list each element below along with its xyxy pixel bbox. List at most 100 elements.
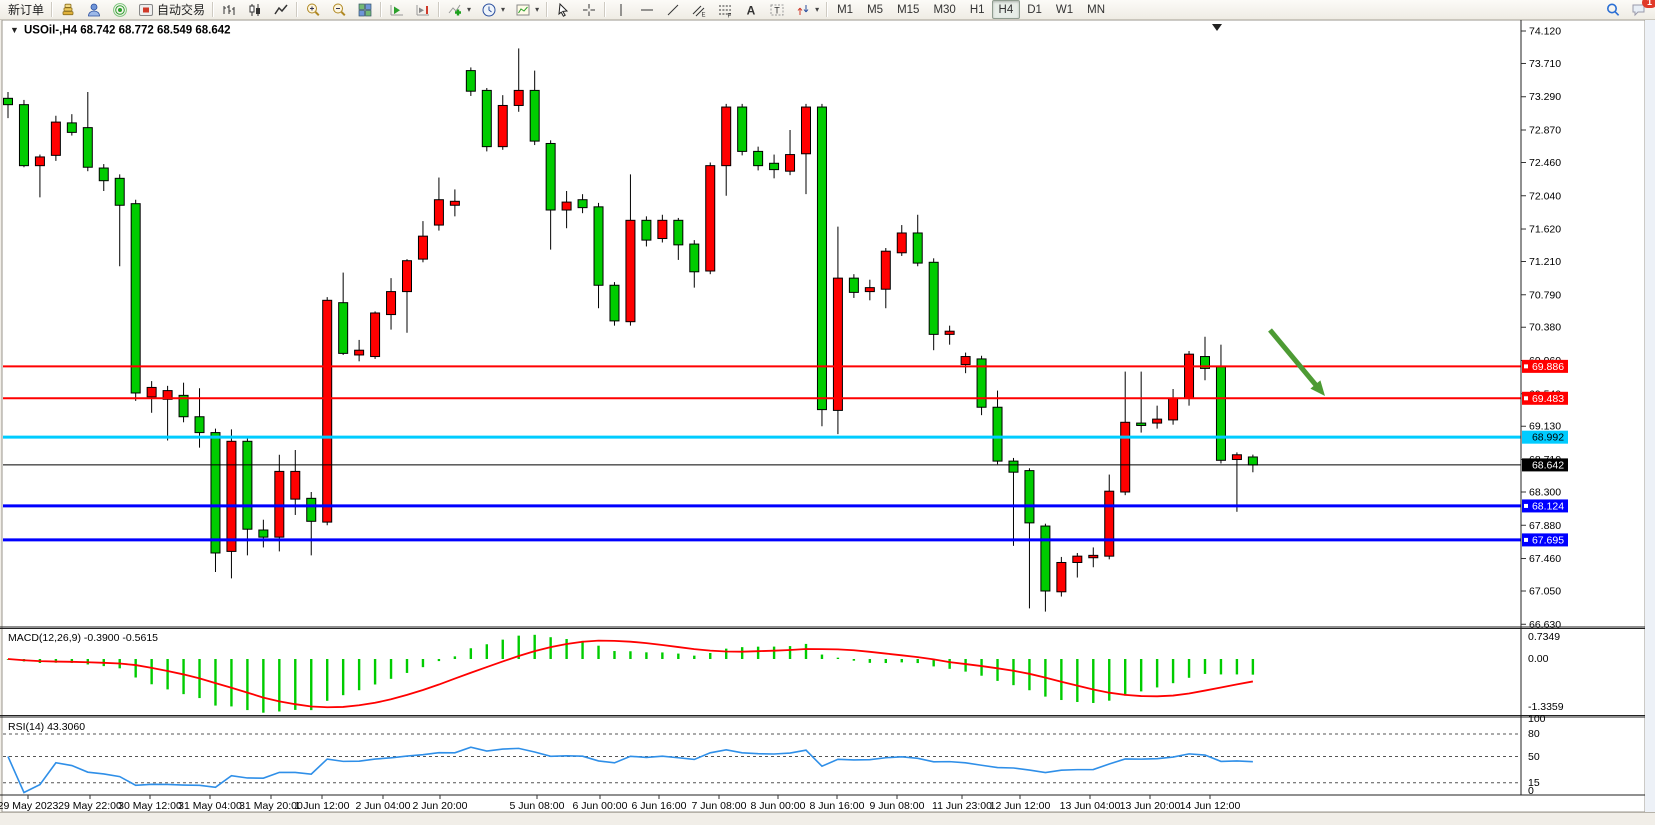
- macd-axis-label: -1.3359: [1528, 701, 1564, 713]
- symbol-dropdown-icon[interactable]: ▼: [10, 25, 19, 35]
- macd-histogram-bar: [836, 657, 840, 659]
- time-tick-label: 8 Jun 00:00: [751, 800, 806, 812]
- horizontal-lines[interactable]: 69.886 69.483 68.992 68.642 68.124 67.695: [3, 359, 1568, 547]
- time-tick-label: 12 Jun 12:00: [990, 800, 1051, 812]
- profile-icon[interactable]: [81, 0, 107, 20]
- candle-body: [34, 156, 45, 167]
- candle-body: [306, 497, 317, 522]
- candle-body: [194, 416, 205, 434]
- timeframe-button-mn[interactable]: MN: [1087, 3, 1106, 16]
- price-tag-label: 67.695: [1532, 534, 1564, 546]
- timeframe-button-d1[interactable]: D1: [1027, 3, 1042, 16]
- rsi-line: [7, 746, 1253, 794]
- chevron-down-icon[interactable]: ▾: [467, 5, 472, 14]
- timeframe-button-m15[interactable]: M15: [897, 3, 920, 16]
- arrows-button[interactable]: ▾: [790, 0, 824, 20]
- candle-body: [370, 312, 381, 358]
- macd-histogram-bar: [740, 647, 744, 659]
- timeframe-button-m5[interactable]: M5: [867, 3, 884, 16]
- zoom-in-button[interactable]: [300, 0, 326, 20]
- zoom-out-button[interactable]: [326, 0, 352, 20]
- candle-body: [737, 106, 748, 152]
- svg-text:F: F: [728, 13, 732, 18]
- linechart: [274, 4, 288, 14]
- price-axis[interactable]: 74.120 73.710 73.290 72.870 72.460 72.040 71.6…: [1521, 26, 1561, 631]
- candle-body: [210, 432, 221, 554]
- timeframe-button-h1[interactable]: H1: [969, 3, 985, 16]
- candle-body: [1024, 470, 1035, 524]
- periods-button[interactable]: ▾: [476, 0, 510, 20]
- chevron-down-icon[interactable]: ▾: [815, 5, 820, 14]
- zoomin: [307, 3, 320, 16]
- candle-body: [242, 440, 253, 530]
- notification-badge: 1: [1642, 0, 1655, 8]
- macd-histogram-bar: [453, 656, 457, 659]
- horizontal-line-button[interactable]: [634, 0, 660, 20]
- price-tag-label: 68.124: [1532, 500, 1564, 512]
- text-button[interactable]: A: [738, 0, 764, 20]
- bar-chart-button[interactable]: [216, 0, 242, 20]
- timeframe-button-w1[interactable]: W1: [1055, 3, 1074, 16]
- channel: E: [692, 5, 706, 18]
- auto-scroll-button[interactable]: [384, 0, 410, 20]
- indicators-button[interactable]: ▾: [442, 0, 476, 20]
- fibonacci-button[interactable]: F: [712, 0, 738, 20]
- price-tick-label: 72.870: [1529, 125, 1561, 137]
- templates-button[interactable]: ▾: [510, 0, 544, 20]
- labelT: T: [770, 4, 784, 15]
- line-marker: [1524, 396, 1528, 401]
- timeframe-button-m1[interactable]: M1: [837, 3, 854, 16]
- line-marker: [1524, 537, 1528, 542]
- chevron-down-icon[interactable]: ▾: [535, 5, 540, 14]
- bars: [223, 4, 235, 15]
- chart-shift-button[interactable]: [410, 0, 436, 20]
- chevron-down-icon[interactable]: ▾: [501, 5, 506, 14]
- candle-body: [82, 127, 93, 168]
- cursor-button[interactable]: [550, 0, 576, 20]
- macd-pane: MACD(12,26,9) -0.3900 -0.5615 0.7349 0.00 -…: [6, 631, 1564, 713]
- price-tag-label: 68.992: [1532, 432, 1564, 444]
- macd-axis-label: 0.00: [1528, 653, 1549, 665]
- price-tick-label: 74.120: [1529, 26, 1561, 38]
- text-label-button[interactable]: T: [764, 0, 790, 20]
- search-button[interactable]: [1600, 0, 1626, 20]
- macd-histogram-bar: [980, 659, 983, 676]
- candle-body: [609, 284, 620, 322]
- macd-histogram-bar: [421, 659, 425, 668]
- macd-histogram-bar: [1155, 659, 1159, 688]
- crosshair-button[interactable]: [576, 0, 602, 20]
- candle-body: [1008, 460, 1019, 473]
- arrow-annotation[interactable]: [1268, 328, 1325, 396]
- macd-histogram-bar: [725, 648, 728, 659]
- macd-histogram-bar: [1108, 659, 1111, 701]
- macd-axis-label: 0.7349: [1528, 631, 1560, 643]
- timeframe-button-m30[interactable]: M30: [933, 3, 956, 16]
- candle-body: [1247, 456, 1258, 466]
- candle-body: [785, 154, 796, 172]
- candle-body: [880, 250, 891, 290]
- shift-marker-icon[interactable]: [1212, 24, 1222, 31]
- candle-body: [513, 89, 524, 106]
- trendline-button[interactable]: [660, 0, 686, 20]
- new-order-button[interactable]: 新订单: [3, 0, 49, 20]
- time-tick-label: 11 Jun 23:00: [932, 800, 992, 812]
- signals-icon[interactable]: [107, 0, 133, 20]
- notifications-button[interactable]: 1: [1626, 0, 1655, 20]
- price-tick-label: 66.630: [1529, 619, 1561, 631]
- new-order-button-label: 新订单: [8, 3, 45, 17]
- line-chart-button[interactable]: [268, 0, 294, 20]
- candlesticks: [3, 48, 1258, 612]
- macd-histogram-bar: [341, 659, 345, 696]
- equidistant-channel-button[interactable]: E: [686, 0, 712, 20]
- vertical-line-button[interactable]: [608, 0, 634, 20]
- timeframe-button-h4[interactable]: H4: [991, 0, 1021, 19]
- autotrading-button[interactable]: 自动交易: [133, 0, 210, 20]
- candlestick-chart-button[interactable]: [242, 0, 268, 20]
- tile-windows-button[interactable]: [352, 0, 378, 20]
- macd-histogram-bar: [996, 659, 999, 681]
- svg-text:E: E: [702, 12, 706, 18]
- candle-body: [290, 470, 301, 500]
- market-watch-icon[interactable]: [55, 0, 81, 20]
